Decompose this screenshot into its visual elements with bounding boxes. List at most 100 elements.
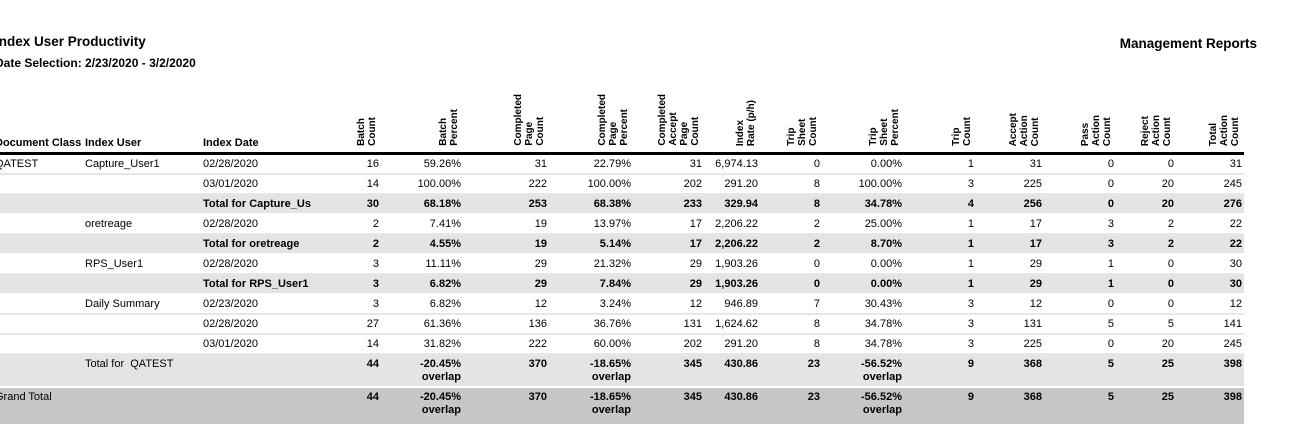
- value-cell: 3: [904, 334, 976, 355]
- value-cell: 370: [463, 354, 549, 388]
- value-cell: 2: [760, 214, 822, 235]
- value-cell: 13.97%: [549, 214, 633, 235]
- value-cell: 100.00%: [381, 174, 463, 195]
- value-cell: 256: [976, 194, 1044, 215]
- document-class-cell: [0, 354, 85, 388]
- header-row: Document Class Index User Index Date Batch …: [0, 83, 1244, 155]
- value-cell: 68.38%: [549, 194, 633, 215]
- value-cell: -20.45% overlap: [381, 387, 463, 424]
- value-cell: 245: [1176, 334, 1244, 355]
- document-class-cell: [0, 334, 85, 355]
- value-cell: 2: [338, 234, 381, 255]
- value-cell: 0: [760, 254, 822, 275]
- index-user-cell: Total for QATEST: [85, 354, 203, 388]
- value-cell: 5: [1116, 314, 1176, 335]
- column-header-batch-percent: Batch Percent: [381, 83, 463, 155]
- column-header-batch-count: Batch Count: [338, 83, 381, 155]
- value-cell: 31: [463, 153, 549, 175]
- value-cell: 3: [338, 294, 381, 315]
- value-cell: 7.41%: [381, 214, 463, 235]
- value-cell: 17: [633, 234, 704, 255]
- value-cell: 30: [338, 194, 381, 215]
- rotated-header-label: Batch Percent: [438, 109, 460, 146]
- value-cell: 12: [463, 294, 549, 315]
- document-class-cell: [0, 254, 85, 275]
- value-cell: 3: [1044, 214, 1116, 235]
- value-cell: 946.89: [704, 294, 760, 315]
- value-cell: 20: [1116, 334, 1176, 355]
- value-cell: 29: [976, 254, 1044, 275]
- row-daily-summary-02-23-2020: Daily Summary 02/23/2020 3 6.82% 12 3.24% 12 94…: [0, 294, 1244, 315]
- value-cell: 0: [760, 274, 822, 295]
- value-cell: 398: [1176, 387, 1244, 424]
- document-class-cell: [0, 174, 85, 195]
- value-cell: 30: [1176, 254, 1244, 275]
- value-cell: 1: [904, 234, 976, 255]
- index-user-cell: Daily Summary: [85, 294, 203, 315]
- value-cell: 14: [338, 174, 381, 195]
- row-rps-user1-02-28-2020: RPS_User1 02/28/2020 3 11.11% 29 21.32% 29 1,90…: [0, 254, 1244, 275]
- date-selection-label: Date Selection: 2/23/2020 - 3/2/2020: [0, 56, 196, 70]
- value-cell: 202: [633, 334, 704, 355]
- column-header-trip-sheet-percent: Trip Sheet Percent: [822, 83, 904, 155]
- value-cell: 1: [904, 153, 976, 175]
- value-cell: 3.24%: [549, 294, 633, 315]
- index-date-cell: [203, 354, 338, 388]
- index-date-cell: 03/01/2020: [203, 334, 338, 355]
- value-cell: 2,206.22: [704, 214, 760, 235]
- document-class-cell: [0, 314, 85, 335]
- value-cell: 20: [1116, 174, 1176, 195]
- value-cell: -56.52% overlap: [822, 354, 904, 388]
- value-cell: 5.14%: [549, 234, 633, 255]
- value-cell: 225: [976, 174, 1044, 195]
- value-cell: 3: [904, 174, 976, 195]
- corner-title: Management Reports: [1119, 36, 1257, 51]
- rotated-header-label: Pass Action Count: [1080, 114, 1113, 146]
- column-header-trip-sheet-count: Trip Sheet Count: [760, 83, 822, 155]
- value-cell: 34.78%: [822, 334, 904, 355]
- value-cell: -20.45% overlap: [381, 354, 463, 388]
- value-cell: 6.82%: [381, 294, 463, 315]
- column-header-document-class: Document Class: [0, 83, 85, 155]
- value-cell: 20: [1116, 194, 1176, 215]
- index-user-cell: [85, 334, 203, 355]
- value-cell: 59.26%: [381, 153, 463, 175]
- index-user-cell: [85, 194, 203, 215]
- rotated-header-label: Index Rate (p/h): [735, 99, 757, 146]
- value-cell: 8: [760, 174, 822, 195]
- rotated-header-label: Completed Page Count: [513, 94, 546, 146]
- value-cell: 25: [1116, 387, 1176, 424]
- value-cell: 0: [760, 153, 822, 175]
- value-cell: 19: [463, 234, 549, 255]
- index-user-cell: Capture_User1: [85, 153, 203, 175]
- row-total-qatest: Total for QATEST 44 -20.45% overlap 370 -18.…: [0, 354, 1244, 388]
- column-header-accept-action-count: Accept Action Count: [976, 83, 1044, 155]
- value-cell: 202: [633, 174, 704, 195]
- value-cell: 31: [633, 153, 704, 175]
- value-cell: 25.00%: [822, 214, 904, 235]
- rotated-header-label: Batch Count: [356, 117, 378, 146]
- column-header-completed-page-count: Completed Page Count: [463, 83, 549, 155]
- index-date-cell: [203, 387, 338, 424]
- value-cell: 0: [1044, 194, 1116, 215]
- document-class-cell: QATEST: [0, 153, 85, 175]
- value-cell: 8.70%: [822, 234, 904, 255]
- value-cell: 9: [904, 387, 976, 424]
- value-cell: 29: [633, 274, 704, 295]
- value-cell: 2: [338, 214, 381, 235]
- value-cell: 0: [1116, 274, 1176, 295]
- column-header-index-rate-p-h: Index Rate (p/h): [704, 83, 760, 155]
- value-cell: 3: [904, 314, 976, 335]
- value-cell: 34.78%: [822, 314, 904, 335]
- value-cell: 1: [904, 254, 976, 275]
- index-date-cell: 02/28/2020: [203, 214, 338, 235]
- index-user-cell: [85, 274, 203, 295]
- value-cell: 17: [976, 214, 1044, 235]
- page-title: Index User Productivity: [0, 34, 146, 49]
- value-cell: 100.00%: [822, 174, 904, 195]
- value-cell: 23: [760, 387, 822, 424]
- value-cell: 345: [633, 354, 704, 388]
- value-cell: 36.76%: [549, 314, 633, 335]
- value-cell: 21.32%: [549, 254, 633, 275]
- value-cell: 8: [760, 194, 822, 215]
